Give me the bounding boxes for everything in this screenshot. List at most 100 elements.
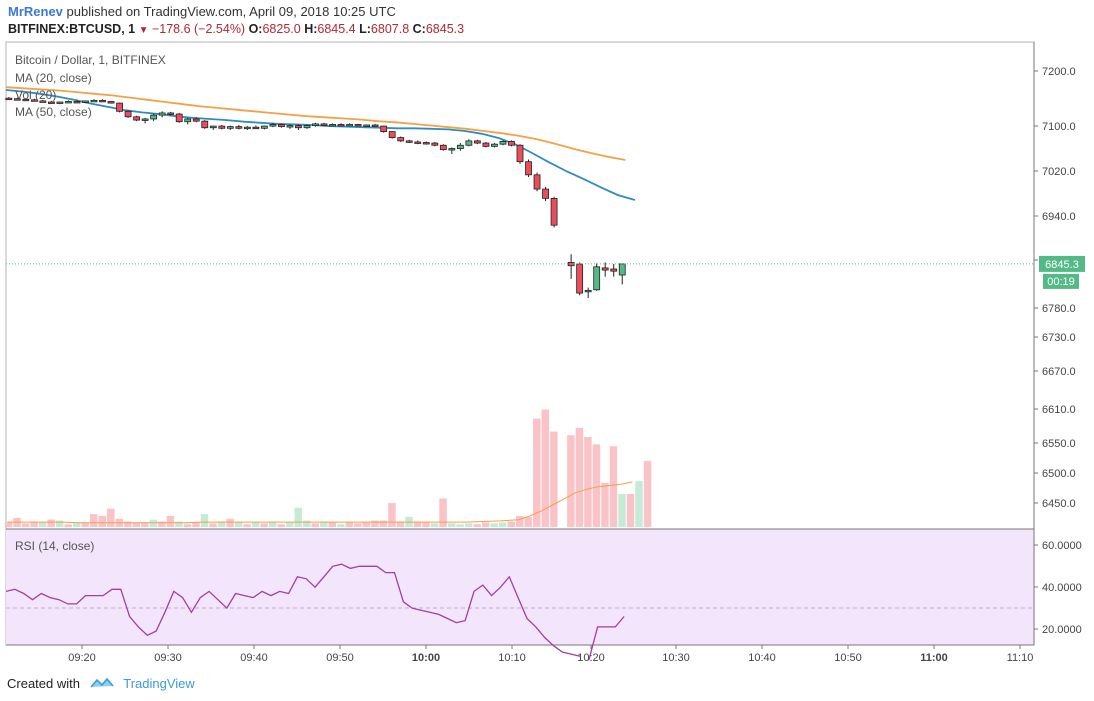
candle-body xyxy=(175,113,183,123)
candle-body xyxy=(243,126,251,130)
ohlc-label: H: xyxy=(304,22,318,36)
candle-body xyxy=(107,101,115,104)
candle-body xyxy=(73,101,81,104)
candle-body xyxy=(491,143,498,147)
candle-body xyxy=(184,118,192,123)
candle-body xyxy=(388,131,396,138)
time-tick-label: 09:40 xyxy=(240,652,268,664)
candle-body xyxy=(278,124,285,128)
candle-body xyxy=(405,140,413,143)
price-tick-label: 7100.0 xyxy=(1042,121,1076,133)
price-tick-label: 7020.0 xyxy=(1042,166,1076,178)
volume-bar xyxy=(447,523,456,527)
footer-created: Created with xyxy=(7,676,80,691)
candle-body xyxy=(448,148,456,151)
candle-body xyxy=(133,116,141,121)
ohlc-label: C: xyxy=(412,22,426,36)
price-tick-label: 6940.0 xyxy=(1042,211,1076,223)
tradingview-logo-icon xyxy=(84,676,118,691)
candle-body xyxy=(99,99,106,103)
footer-brand[interactable]: TradingView xyxy=(123,676,195,691)
candle-body xyxy=(601,267,609,271)
volume-bar xyxy=(337,524,345,527)
volume-bar xyxy=(30,521,38,527)
candle-body xyxy=(380,125,388,132)
price-tick-label: 6550.0 xyxy=(1042,438,1076,450)
volume-bar xyxy=(490,523,498,527)
legend-ma20: MA (20, close) xyxy=(15,71,92,85)
price-badge-label: 6845.3 xyxy=(1045,259,1079,271)
published-text: published on TradingView.com, April 09, … xyxy=(66,4,396,19)
price-tick-label: 6730.0 xyxy=(1042,332,1076,344)
candle-body xyxy=(141,118,149,121)
change-value: −178.6 (−2.54%) xyxy=(151,22,246,36)
volume-bar xyxy=(251,522,260,527)
publisher-name[interactable]: MrRenev xyxy=(8,4,63,19)
candle-body xyxy=(329,124,336,127)
volume-bar xyxy=(396,521,405,527)
candle-body xyxy=(39,100,47,103)
volume-bar xyxy=(234,522,243,527)
volume-bar xyxy=(643,460,652,527)
candle-body xyxy=(286,125,294,128)
candle-body xyxy=(201,120,209,129)
candle-body xyxy=(499,141,507,145)
volume-bar xyxy=(200,514,209,527)
volume-bar xyxy=(422,522,430,527)
candle-body xyxy=(252,126,260,130)
volume-bar xyxy=(609,446,618,527)
volume-bar xyxy=(226,518,234,527)
volume-bar xyxy=(533,418,541,527)
candle-body xyxy=(456,144,464,149)
volume-bar xyxy=(47,519,55,527)
ohlc-value: 6825.0 xyxy=(262,22,301,36)
volume-bar xyxy=(516,515,524,527)
candle-body xyxy=(82,100,89,103)
volume-bar xyxy=(388,503,396,527)
volume-bar xyxy=(268,521,277,527)
candle-body xyxy=(124,110,132,118)
candle-body xyxy=(158,112,166,116)
candle-body xyxy=(542,188,549,199)
volume-bar xyxy=(320,521,328,527)
volume-bar xyxy=(72,522,81,527)
time-tick-label: 09:20 xyxy=(68,652,96,664)
volume-bar xyxy=(132,522,141,527)
volume-ma-line xyxy=(8,481,633,524)
time-tick-label: 10:10 xyxy=(498,652,526,664)
volume-bar xyxy=(192,522,200,527)
price-tick-label: 6670.0 xyxy=(1042,366,1076,378)
candle-body xyxy=(218,125,226,129)
volume-bar xyxy=(209,523,217,527)
volume-bar xyxy=(294,507,302,527)
candle-body xyxy=(584,289,592,293)
price-tick-label: 6450.0 xyxy=(1042,498,1076,510)
volume-bar xyxy=(618,493,626,527)
candle-body xyxy=(13,98,21,101)
symbol-line: BITFINEX:BTCUSD, 1 ▼ −178.6 (−2.54%) O:6… xyxy=(8,22,464,36)
volume-bar xyxy=(303,520,311,527)
candle-body xyxy=(235,126,243,129)
volume-bar xyxy=(4,521,13,527)
publish-line: MrRenev published on TradingView.com, Ap… xyxy=(8,4,396,19)
legend-vol: Vol (20) xyxy=(15,88,57,102)
candle-body xyxy=(346,124,354,127)
volume-bar xyxy=(635,481,643,527)
candle-body xyxy=(508,141,515,146)
price-badge xyxy=(1039,255,1085,272)
time-tick-label: 10:30 xyxy=(662,652,690,664)
volume-bar xyxy=(217,521,226,527)
price-tick-label: 6780.0 xyxy=(1042,303,1076,315)
time-tick-label: 09:50 xyxy=(326,652,354,664)
volume-bar xyxy=(473,524,481,527)
candle-body xyxy=(525,161,532,176)
candle-body xyxy=(65,101,72,104)
countdown-badge xyxy=(1043,273,1079,289)
volume-bar xyxy=(90,514,98,527)
volume-bar xyxy=(379,520,388,527)
candle-body xyxy=(320,123,328,126)
volume-bar xyxy=(567,435,575,527)
ohlc-value: 6845.3 xyxy=(425,22,465,36)
volume-bar xyxy=(158,521,166,527)
